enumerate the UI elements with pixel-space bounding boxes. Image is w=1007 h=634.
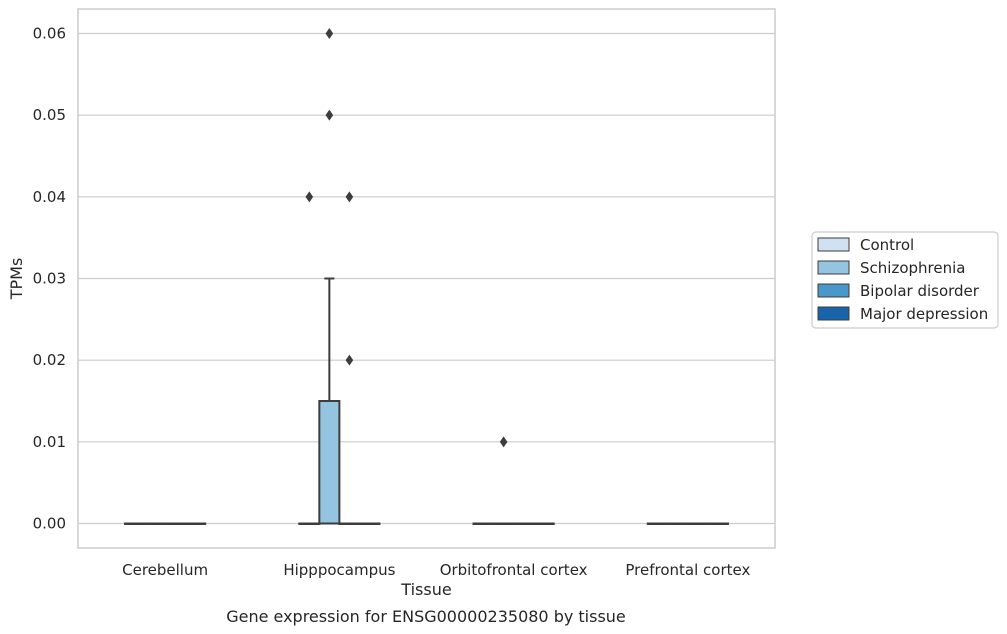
box-orbitofrontal-cortex-major-depression [532,522,555,525]
y-tick-labels: 0.00 0.01 0.02 0.03 0.04 0.05 0.06 [33,25,66,533]
legend-swatch [817,260,850,275]
outlier-point [499,436,508,448]
y-tick-label: 0.01 [33,433,66,451]
box-hipppocampus-bipolar-disorder [338,191,361,525]
chart-caption: Gene expression for ENSG00000235080 by t… [226,607,626,626]
box-hipppocampus-schizophrenia [318,28,341,525]
legend-label: Control [860,236,914,254]
box-cerebellum-major-depression [184,522,207,525]
box-hipppocampus-major-depression [358,522,381,525]
y-tick-label: 0.04 [33,188,66,206]
legend-swatch [817,306,850,321]
box-prefrontal-cortex-major-depression [706,522,729,525]
box-orbitofrontal-cortex-bipolar-disorder [512,522,535,525]
box-orbitofrontal-cortex-schizophrenia [492,436,515,525]
box-hipppocampus-control [298,191,321,525]
y-tick-label: 0.06 [33,25,66,43]
y-tick-label: 0.05 [33,106,66,124]
x-tick-label: Hipppocampus [283,561,395,579]
outlier-point [345,354,354,366]
x-tick-label: Prefrontal cortex [625,561,750,579]
x-axis-label: Tissue [400,580,451,599]
gridlines [78,32,775,525]
outlier-point [325,28,334,39]
y-tick-label: 0.02 [33,351,66,369]
x-tick-labels: Cerebellum Hipppocampus Orbitofrontal cort… [122,561,750,579]
box-body [318,400,341,525]
outlier-point [345,191,354,203]
outlier-point [305,191,314,203]
plot-area-frame [77,8,776,549]
legend-swatch [817,237,850,252]
y-tick-label: 0.03 [33,270,66,288]
box-cerebellum-schizophrenia [144,522,167,525]
x-tick-label: Orbitofrontal cortex [440,561,588,579]
legend-label: Bipolar disorder [860,282,980,300]
boxes-layer [124,28,729,525]
box-cerebellum-control [124,522,147,525]
box-prefrontal-cortex-schizophrenia [666,522,689,525]
legend-label: Schizophrenia [860,259,965,277]
y-axis-label: TPMs [7,258,26,301]
box-prefrontal-cortex-control [646,522,669,525]
box-orbitofrontal-cortex-control [472,522,495,525]
legend-label: Major depression [860,305,988,323]
box-prefrontal-cortex-bipolar-disorder [686,522,709,525]
x-tick-label: Cerebellum [122,561,208,579]
y-tick-label: 0.00 [33,515,66,533]
legend-swatch [817,283,850,298]
box-cerebellum-bipolar-disorder [164,522,187,525]
outlier-point [325,109,334,121]
legend: Control Schizophrenia Bipolar disorder Majo… [811,231,999,329]
legend-frame [811,231,999,329]
